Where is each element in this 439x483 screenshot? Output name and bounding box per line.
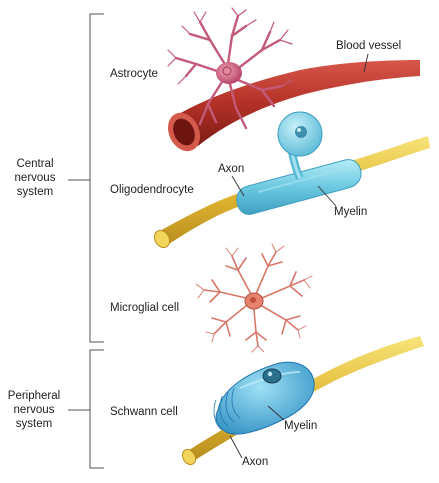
central-line-1: Central [16, 158, 54, 170]
myelin-bottom-label: Myelin [284, 420, 318, 432]
peripheral-line-3: system [15, 418, 53, 430]
peripheral-bracket [68, 349, 104, 469]
axon-bottom-illustration [181, 336, 424, 466]
microglial-cell-illustration [195, 243, 313, 353]
blood-vessel-label: Blood vessel [336, 40, 402, 52]
axon-top-label: Axon [218, 163, 245, 175]
oligodendrocyte-label: Oligodendrocyte [110, 184, 194, 196]
oligodendrocyte-illustration [277, 111, 323, 180]
astrocyte-illustration [167, 7, 293, 130]
schwann-cell-illustration [213, 361, 315, 435]
leader-lines [229, 53, 369, 459]
myelin-top-leader [317, 185, 337, 207]
central-bracket [68, 13, 104, 343]
central-line-3: system [16, 186, 54, 198]
axon-bottom-leader [229, 435, 243, 459]
axon-top-illustration [153, 136, 430, 249]
astrocyte-label: Astrocyte [110, 68, 158, 80]
central-nervous-system-label: Central nervous system [4, 157, 66, 199]
axon-bottom-label: Axon [242, 456, 269, 468]
myelin-top-label: Myelin [334, 206, 368, 218]
peripheral-line-2: nervous [13, 404, 55, 416]
blood-vessel-leader [363, 53, 369, 73]
peripheral-line-1: Peripheral [7, 390, 61, 402]
microglial-cell-label: Microglial cell [110, 302, 180, 314]
myelin-bottom-leader [267, 405, 285, 421]
peripheral-nervous-system-label: Peripheral nervous system [0, 389, 68, 431]
central-line-2: nervous [14, 172, 56, 184]
blood-vessel-illustration [167, 60, 420, 152]
schwann-cell-label: Schwann cell [110, 406, 178, 418]
myelin-top-illustration [236, 159, 362, 215]
axon-top-leader [231, 175, 245, 197]
